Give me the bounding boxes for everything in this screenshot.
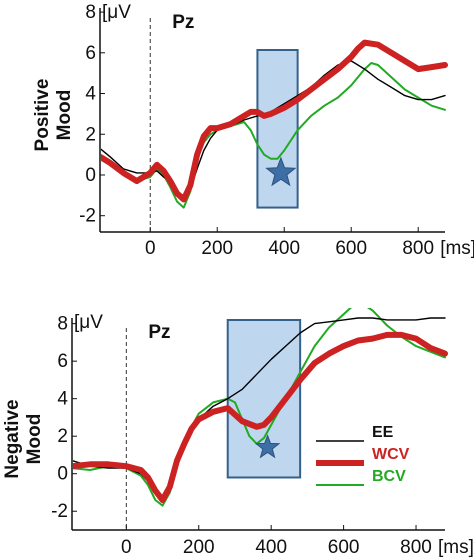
x-tick-label: 0 [121,537,132,557]
channel-label: Pz [148,322,170,343]
significance-star-icon [265,156,297,187]
y-tick-label: 4 [57,389,68,410]
x-tick-label: 600 [335,238,367,259]
y-tick-label: 2 [57,426,68,447]
y-tick-label: -2 [51,501,68,522]
y-tick-label: 8 [57,314,68,335]
y-axis-title: Mood [54,90,75,141]
x-tick-label: 200 [183,537,215,557]
chart-panel-1: -2 0 2 4 6 8 0 200 400 600 800 [μV [ms] Pz Positive Moo… [32,2,474,259]
x-tick-label: 0 [145,238,156,259]
series-line-wcv [101,39,448,203]
x-tick-label: 400 [255,537,287,557]
y-tick-label: 6 [57,351,68,372]
analysis-window-box [256,49,299,209]
y-tick-label: 2 [85,124,96,145]
y-tick-label: 0 [57,464,68,485]
y-axis-title: Positive [32,79,53,152]
series-line-wcv [73,331,448,503]
channel-label: Pz [172,12,194,33]
y-tick-label: 8 [85,2,96,23]
x-unit-label: [ms] [438,537,474,557]
x-unit-label: [ms] [440,238,474,259]
x-tick-label: 400 [268,238,300,259]
significance-star-icon [254,434,281,459]
chart-panel-2: -2 0 2 4 6 8 0 200 400 600 800 [μV [ms] Pz Negative Moo… [2,308,474,557]
y-axis-title: Negative [2,399,23,478]
legend-label-ee: EE [372,424,394,441]
y-tick-label: 6 [85,43,96,64]
y-unit-label: [μV [102,2,131,23]
x-tick-label: 600 [328,537,360,557]
legend-label-wcv: WCV [372,446,410,463]
legend-label-bcv: BCV [372,468,406,485]
y-unit-label: [μV [74,312,103,333]
x-tick-label: 800 [402,238,434,259]
y-tick-label: -2 [79,206,96,227]
x-tick-label: 800 [400,537,432,557]
x-tick-label: 200 [201,238,233,259]
y-tick-label: 4 [85,84,96,105]
y-tick-label: 0 [85,165,96,186]
y-axis-title: Mood [24,414,45,465]
